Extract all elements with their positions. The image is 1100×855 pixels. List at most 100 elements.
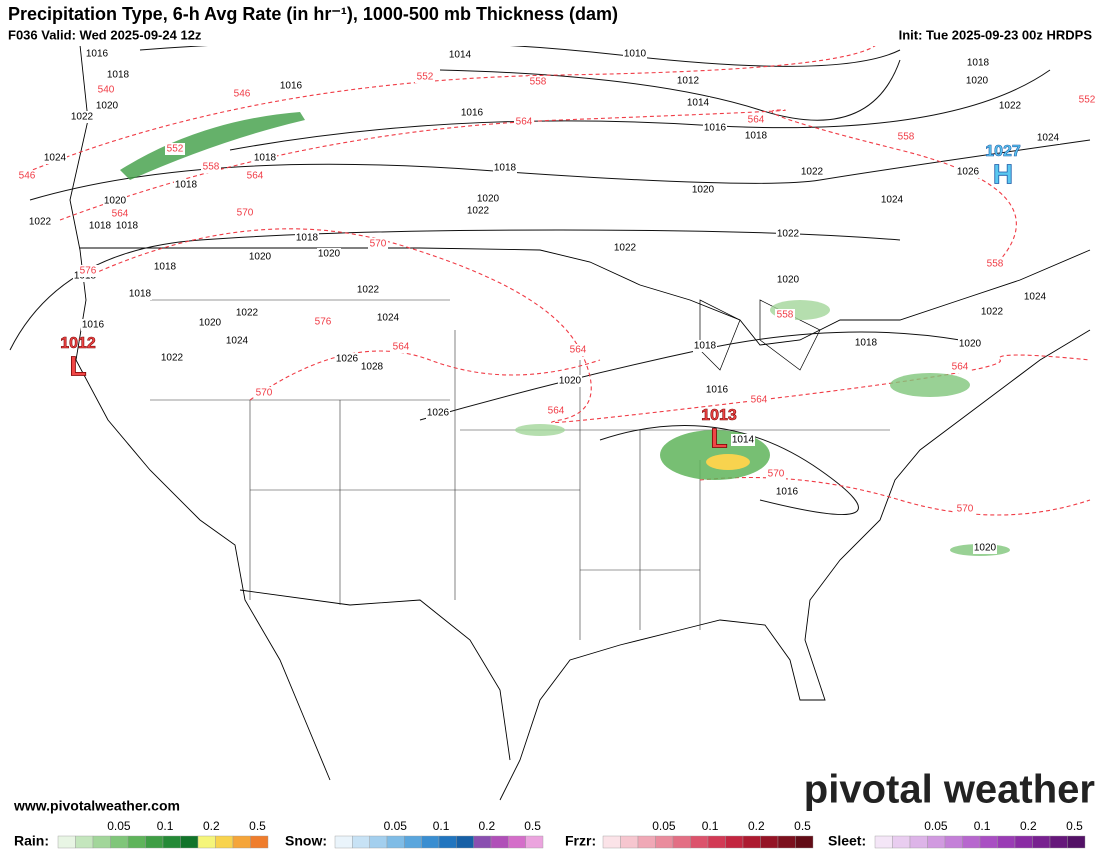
isobar-label: 1020	[966, 76, 989, 87]
isobar-label: 1016	[82, 320, 105, 331]
isobar-label: 1020	[199, 318, 222, 329]
thickness-label: 564	[393, 342, 410, 353]
legend-swatch	[127, 835, 146, 849]
label-halo	[980, 306, 1004, 318]
label-halo	[225, 335, 249, 347]
isobar-label: 1020	[104, 196, 127, 207]
isobar-label: 1020	[777, 275, 800, 286]
thickness-label: 564	[748, 115, 765, 126]
isobar-label: 1018	[154, 262, 177, 273]
isobar-label: 1024	[1024, 292, 1047, 303]
label-halo	[776, 228, 800, 240]
isobar-label: 1010	[624, 49, 647, 60]
thickness-label: 564	[548, 406, 565, 417]
label-halo	[880, 194, 904, 206]
label-halo	[956, 166, 980, 178]
isobar-label: 1020	[477, 194, 500, 205]
valid-time: F036 Valid: Wed 2025-09-24 12z	[8, 27, 202, 42]
isobar-label: 1022	[614, 243, 637, 254]
label-halo	[245, 170, 265, 182]
label-halo	[17, 170, 37, 182]
label-halo	[153, 261, 177, 273]
legend-swatch	[602, 835, 621, 849]
legend-swatch	[162, 835, 181, 849]
isobar-label: 1018	[296, 233, 319, 244]
isobar-label: 1020	[959, 339, 982, 350]
legend-tick: 0.2	[1020, 819, 1037, 833]
label-halo	[528, 76, 548, 88]
center-pressure: 1013	[701, 407, 737, 424]
legend-swatch	[672, 835, 691, 849]
thickness-label: 558	[987, 259, 1004, 270]
label-halo	[81, 319, 105, 331]
thickness-label: 552	[1079, 95, 1096, 106]
legend-swatch	[690, 835, 709, 849]
label-halo	[749, 394, 769, 406]
thickness-line	[79, 228, 1091, 424]
legend: Rain: 0.05 0.1 0.2 0.5 Snow: 0.05 0.1 0.2 0.5 Frzr…	[14, 819, 1086, 849]
label-halo	[691, 184, 715, 196]
isobar-label: 1016	[86, 49, 109, 60]
isobar-label: 1022	[777, 229, 800, 240]
label-halo	[466, 205, 490, 217]
legend-swatch	[892, 835, 911, 849]
legend-name: Snow:	[285, 833, 327, 849]
legend-tick: 0.1	[974, 819, 991, 833]
label-halo	[128, 288, 152, 300]
isobar-label: 1028	[361, 362, 384, 373]
label-halo	[705, 384, 729, 396]
label-halo	[623, 48, 647, 60]
legend-swatch	[180, 835, 199, 849]
thickness-label: 576	[315, 317, 332, 328]
legend-swatch	[57, 835, 76, 849]
label-halo	[317, 248, 341, 260]
label-halo	[744, 130, 768, 142]
legend-tick: 0.05	[384, 819, 408, 833]
label-halo	[160, 352, 184, 364]
label-halo	[43, 152, 67, 164]
legend-swatch	[760, 835, 779, 849]
isobar-label: 1020	[318, 249, 341, 260]
isobar-label: 1026	[957, 167, 980, 178]
isobar-label: 1018	[694, 341, 717, 352]
isobar	[229, 69, 1051, 151]
label-halo	[746, 114, 766, 126]
isobar-label: 1022	[801, 167, 824, 178]
thickness-label: 570	[768, 469, 785, 480]
label-halo	[253, 152, 277, 164]
label-halo	[235, 307, 259, 319]
label-halo	[415, 71, 435, 83]
thickness-line	[699, 476, 1091, 516]
legend-name: Frzr:	[565, 833, 596, 849]
legend-swatch	[404, 835, 422, 849]
isobar-label: 1018	[89, 221, 112, 232]
label-halo	[28, 216, 52, 228]
isobar-label: 1022	[236, 308, 259, 319]
label-halo	[103, 195, 127, 207]
thickness-label: 558	[898, 132, 915, 143]
legend-swatch	[795, 835, 814, 849]
label-halo	[958, 338, 982, 350]
isobar-label: 1022	[981, 307, 1004, 318]
rain-area	[120, 112, 305, 180]
label-halo	[703, 122, 727, 134]
label-halo	[313, 316, 333, 328]
label-halo	[85, 48, 109, 60]
legend-swatch	[369, 835, 388, 849]
isobar-label: 1018	[129, 289, 152, 300]
isobar-label: 1018	[494, 163, 517, 174]
isobar-label: 1020	[96, 101, 119, 112]
center-symbol: L	[69, 350, 86, 381]
label-halo	[731, 434, 755, 446]
thickness-label: 564	[247, 171, 264, 182]
legend-swatch	[742, 835, 761, 849]
legend-tick: 0.5	[794, 819, 811, 833]
label-halo	[950, 361, 970, 373]
thickness-label: 564	[751, 395, 768, 406]
label-halo	[676, 75, 700, 87]
legend-tick: 0.1	[433, 819, 450, 833]
legend-swatch	[92, 835, 111, 849]
legend-tick: 0.2	[748, 819, 765, 833]
label-halo	[248, 251, 272, 263]
isobar	[29, 139, 1091, 201]
